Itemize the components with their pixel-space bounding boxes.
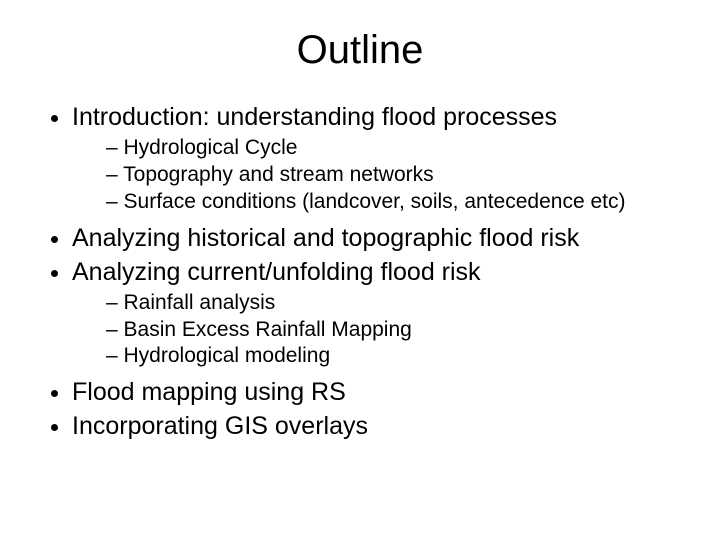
- list-item: Analyzing current/unfolding flood risk R…: [72, 256, 684, 371]
- bullet-list: Introduction: understanding flood proces…: [36, 101, 684, 442]
- bullet-text: Flood mapping using RS: [72, 378, 346, 406]
- list-item: Introduction: understanding flood proces…: [72, 101, 684, 216]
- bullet-text: Rainfall analysis: [124, 291, 276, 314]
- list-item: Incorporating GIS overlays: [72, 410, 684, 442]
- list-item: Hydrological Cycle: [106, 135, 684, 162]
- list-item: Analyzing historical and topographic flo…: [72, 222, 684, 254]
- bullet-text: Surface conditions (landcover, soils, an…: [124, 190, 626, 213]
- sub-bullet-list: Rainfall analysis Basin Excess Rainfall …: [72, 290, 684, 371]
- slide: Outline Introduction: understanding floo…: [0, 0, 720, 540]
- bullet-text: Topography and stream networks: [123, 163, 434, 186]
- page-title: Outline: [36, 28, 684, 73]
- list-item: Hydrological modeling: [106, 343, 684, 370]
- bullet-text: Analyzing historical and topographic flo…: [72, 224, 579, 252]
- bullet-text: Hydrological Cycle: [124, 136, 298, 159]
- list-item: Basin Excess Rainfall Mapping: [106, 317, 684, 344]
- bullet-text: Incorporating GIS overlays: [72, 412, 368, 440]
- list-item: Surface conditions (landcover, soils, an…: [106, 189, 684, 216]
- list-item: Rainfall analysis: [106, 290, 684, 317]
- bullet-text: Basin Excess Rainfall Mapping: [124, 318, 412, 341]
- bullet-text: Hydrological modeling: [124, 344, 331, 367]
- sub-bullet-list: Hydrological Cycle Topography and stream…: [72, 135, 684, 216]
- list-item: Flood mapping using RS: [72, 376, 684, 408]
- list-item: Topography and stream networks: [106, 162, 684, 189]
- bullet-text: Analyzing current/unfolding flood risk: [72, 258, 481, 286]
- bullet-text: Introduction: understanding flood proces…: [72, 103, 557, 131]
